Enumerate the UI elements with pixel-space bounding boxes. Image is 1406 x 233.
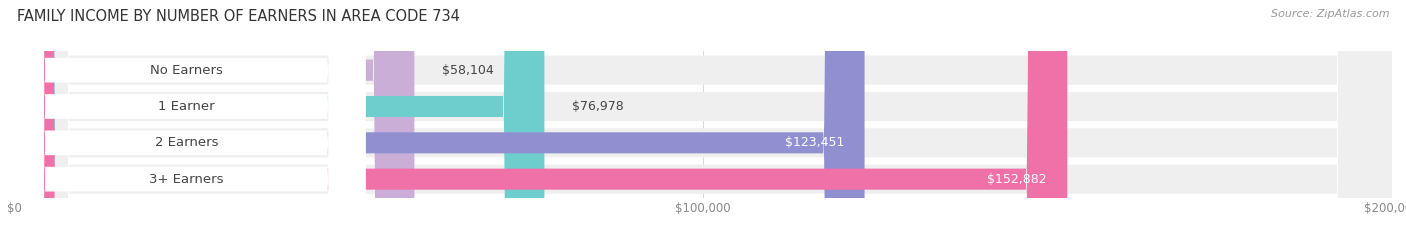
FancyBboxPatch shape (14, 0, 415, 233)
FancyBboxPatch shape (14, 0, 1392, 233)
Text: $76,978: $76,978 (572, 100, 624, 113)
FancyBboxPatch shape (7, 0, 366, 233)
FancyBboxPatch shape (7, 0, 366, 233)
FancyBboxPatch shape (14, 0, 1067, 233)
FancyBboxPatch shape (7, 0, 366, 233)
FancyBboxPatch shape (14, 0, 544, 233)
FancyBboxPatch shape (14, 0, 1392, 233)
Text: FAMILY INCOME BY NUMBER OF EARNERS IN AREA CODE 734: FAMILY INCOME BY NUMBER OF EARNERS IN AR… (17, 9, 460, 24)
Text: 2 Earners: 2 Earners (155, 136, 218, 149)
Text: 1 Earner: 1 Earner (157, 100, 215, 113)
Text: Source: ZipAtlas.com: Source: ZipAtlas.com (1271, 9, 1389, 19)
Text: 3+ Earners: 3+ Earners (149, 173, 224, 186)
FancyBboxPatch shape (7, 0, 366, 233)
FancyBboxPatch shape (14, 0, 1392, 233)
Text: $152,882: $152,882 (987, 173, 1046, 186)
FancyBboxPatch shape (14, 0, 865, 233)
FancyBboxPatch shape (14, 0, 1392, 233)
Text: $58,104: $58,104 (441, 64, 494, 77)
Text: No Earners: No Earners (150, 64, 222, 77)
Text: $123,451: $123,451 (785, 136, 844, 149)
